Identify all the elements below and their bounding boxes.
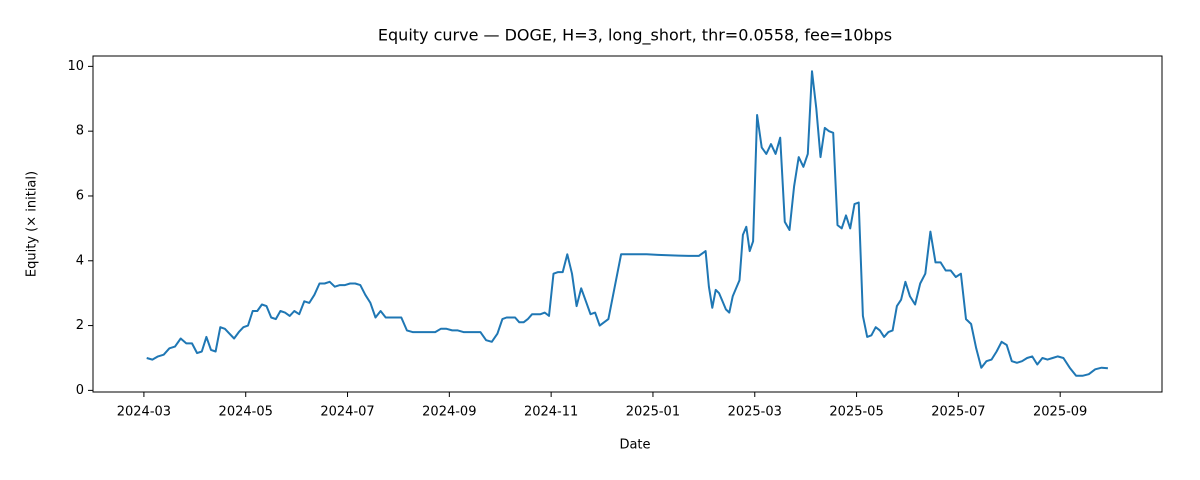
y-tick-label: 4 (76, 253, 84, 268)
x-tick-label: 2024-05 (219, 405, 273, 420)
x-tick-label: 2024-03 (117, 405, 171, 420)
x-tick-label: 2025-01 (626, 405, 680, 420)
equity-line (146, 70, 1108, 377)
plot-frame (92, 55, 1163, 393)
y-tick-label: 10 (67, 59, 84, 74)
x-tick-label: 2025-09 (1033, 405, 1087, 420)
x-tick-label: 2024-07 (320, 405, 374, 420)
y-tick-label: 2 (76, 318, 84, 333)
y-tick-label: 6 (76, 188, 84, 203)
y-axis-label: Equity (× initial) (25, 171, 40, 277)
x-tick-label: 2025-07 (931, 405, 985, 420)
x-tick-label: 2025-03 (728, 405, 782, 420)
y-tick-label: 8 (76, 124, 84, 139)
y-tick-label: 0 (76, 383, 84, 398)
x-tick-label: 2024-11 (524, 405, 578, 420)
x-tick-label: 2025-05 (829, 405, 883, 420)
x-axis-label: Date (619, 438, 650, 453)
x-tick-label: 2024-09 (422, 405, 476, 420)
chart-title: Equity curve — DOGE, H=3, long_short, th… (378, 26, 892, 46)
